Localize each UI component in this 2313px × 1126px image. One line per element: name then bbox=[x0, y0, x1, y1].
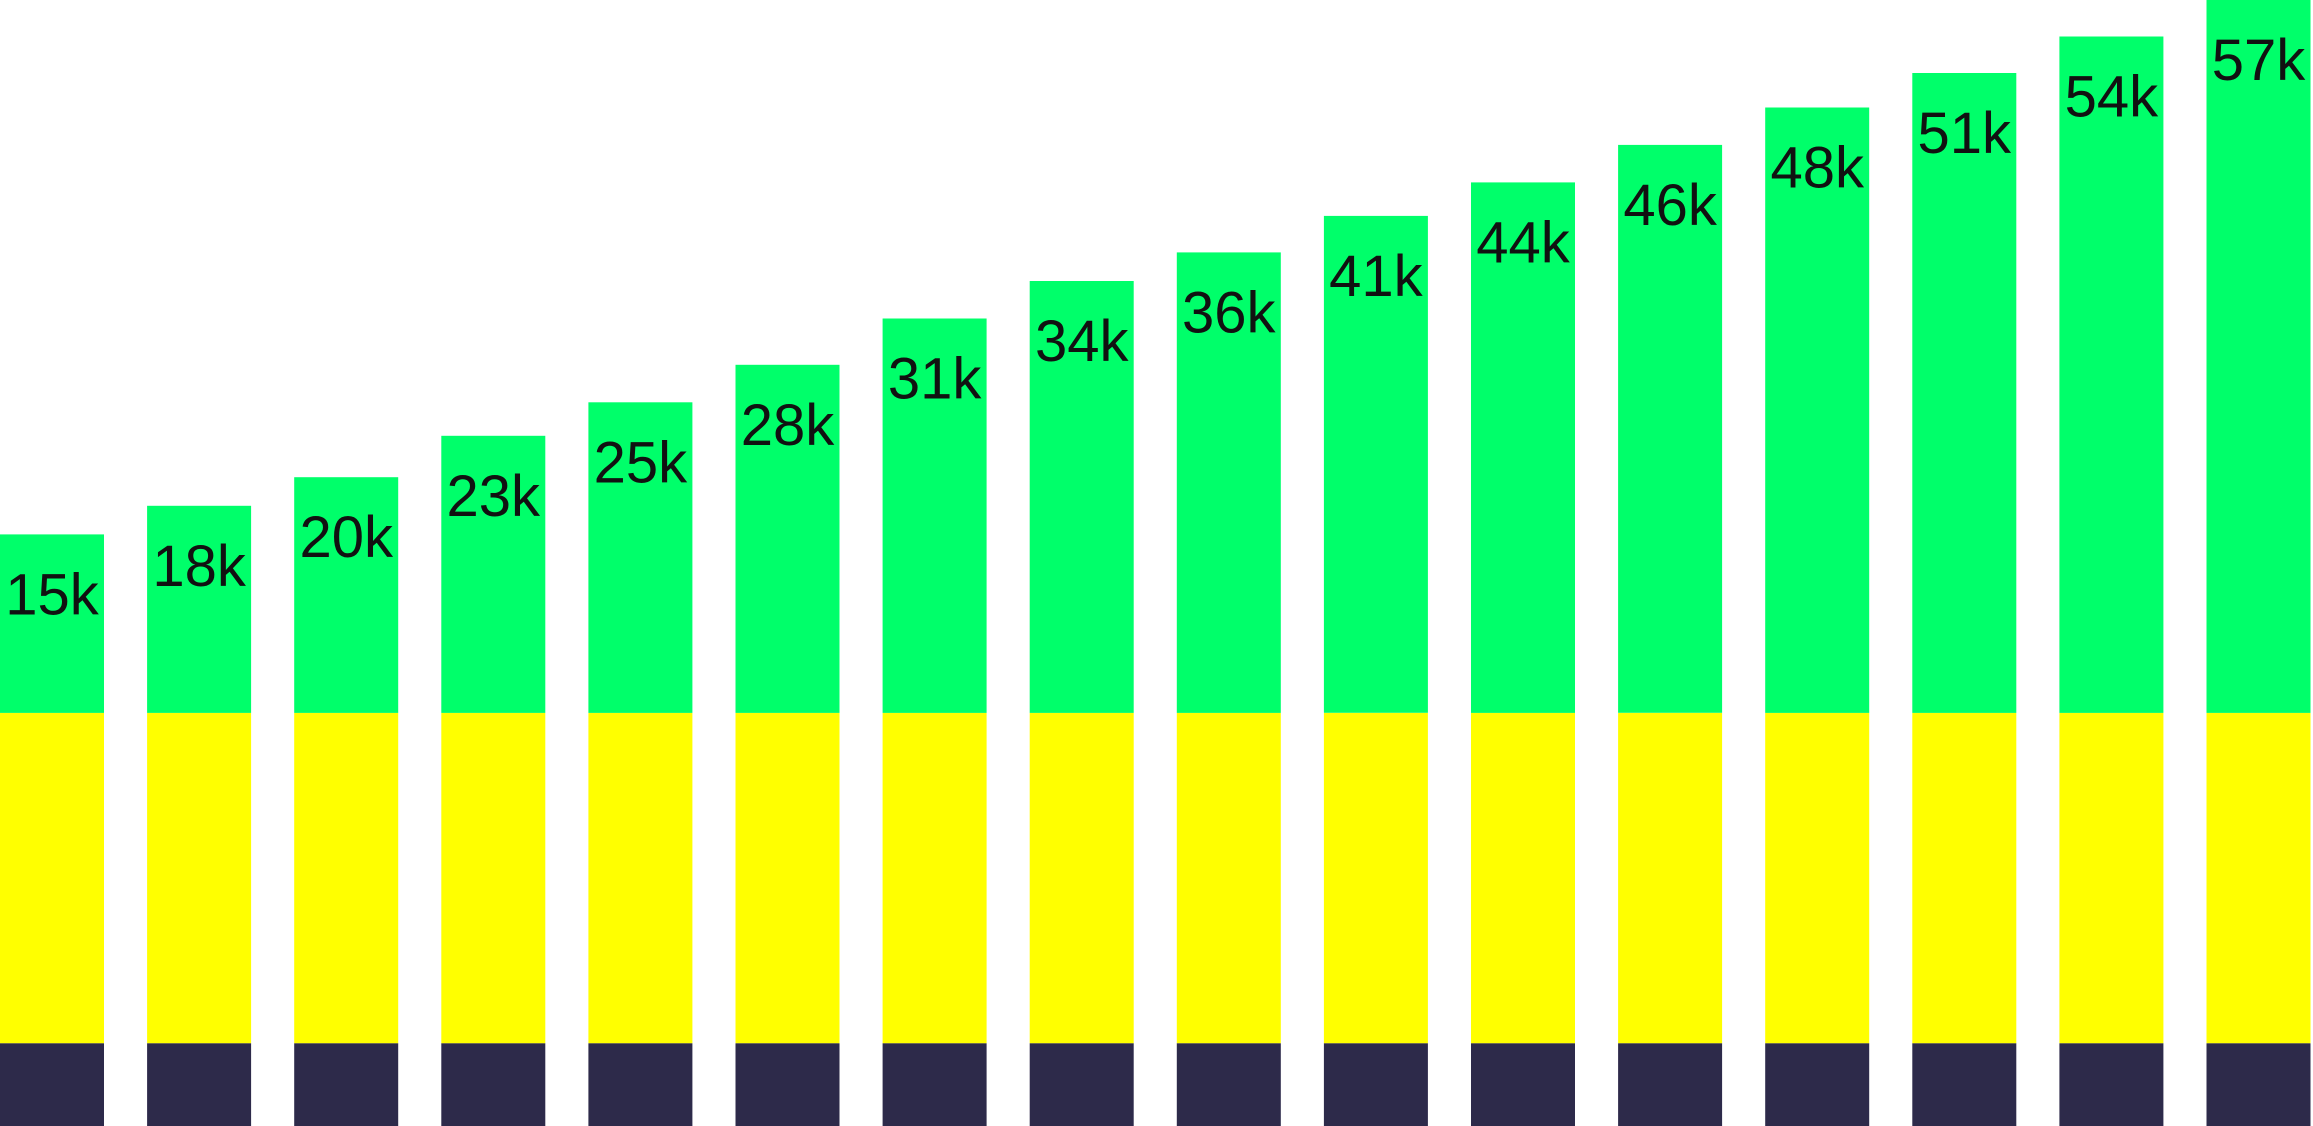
bar-segment-0-9 bbox=[1323, 1043, 1428, 1126]
bar-segment-2-13 bbox=[1912, 73, 2017, 713]
bar-segment-2-1 bbox=[147, 505, 252, 713]
bar-segment-1-0 bbox=[0, 712, 104, 1044]
bar-segment-1-12 bbox=[1765, 712, 1870, 1044]
bar-value-label: 46k bbox=[1623, 173, 1718, 238]
bar-segment-1-1 bbox=[147, 712, 252, 1044]
bar-segment-0-5 bbox=[735, 1043, 840, 1126]
bar-segment-1-11 bbox=[1618, 712, 1723, 1044]
bar-segment-2-2 bbox=[294, 477, 399, 713]
bar-segment-0-7 bbox=[1029, 1043, 1134, 1126]
bar-value-label: 20k bbox=[299, 505, 394, 570]
bar-value-label: 25k bbox=[594, 430, 689, 495]
bar-value-label: 23k bbox=[447, 464, 542, 529]
bar-segment-2-12 bbox=[1765, 107, 1870, 713]
bar-segment-0-11 bbox=[1618, 1043, 1723, 1126]
bar-value-label: 54k bbox=[2065, 65, 2160, 130]
bar-segment-0-10 bbox=[1471, 1043, 1575, 1126]
bar-segment-1-3 bbox=[441, 712, 546, 1044]
bar-segment-2-10 bbox=[1471, 182, 1575, 713]
bar-segment-0-4 bbox=[588, 1043, 693, 1126]
bar-segment-0-6 bbox=[882, 1043, 987, 1126]
bar-value-label: 36k bbox=[1182, 280, 1277, 345]
bar-segment-2-14 bbox=[2059, 36, 2164, 713]
bar-value-label: 18k bbox=[152, 534, 247, 599]
bar-segment-2-3 bbox=[441, 435, 546, 713]
bar-value-label: 57k bbox=[2212, 28, 2307, 93]
bar-segment-0-13 bbox=[1912, 1043, 2017, 1126]
bar-value-label: 15k bbox=[5, 562, 100, 627]
bar-segment-1-5 bbox=[735, 712, 840, 1044]
bar-segment-0-2 bbox=[294, 1043, 399, 1126]
bar-segment-1-2 bbox=[294, 712, 399, 1044]
bar-segment-0-14 bbox=[2059, 1043, 2164, 1126]
bar-segment-2-0 bbox=[0, 534, 104, 713]
bar-value-label: 41k bbox=[1329, 244, 1424, 309]
bar-segment-1-14 bbox=[2059, 712, 2164, 1044]
bar-segment-1-4 bbox=[588, 712, 693, 1044]
bar-segment-2-11 bbox=[1618, 144, 1723, 713]
bar-segment-2-5 bbox=[735, 364, 840, 713]
bar-segment-2-8 bbox=[1176, 252, 1281, 713]
bar-segment-0-12 bbox=[1765, 1043, 1870, 1126]
bar-value-label: 31k bbox=[888, 347, 983, 412]
bar-segment-1-9 bbox=[1323, 712, 1428, 1044]
bar-segment-1-10 bbox=[1471, 712, 1575, 1044]
bar-segment-1-13 bbox=[1912, 712, 2017, 1044]
bar-segment-1-7 bbox=[1029, 712, 1134, 1044]
bar-segment-0-1 bbox=[147, 1043, 252, 1126]
bar-segment-0-8 bbox=[1176, 1043, 1281, 1126]
labels-layer: 15k 18k 20k 23k 25k 28k 31k 34k 36k 41k 44k 46k 48k 5… bbox=[5, 28, 2306, 627]
bar-segment-2-15 bbox=[2206, 0, 2311, 713]
bar-segment-1-6 bbox=[882, 712, 987, 1044]
bar-value-label: 28k bbox=[741, 393, 836, 458]
bar-value-label: 51k bbox=[1918, 101, 2013, 166]
bar-segment-0-15 bbox=[2206, 1043, 2311, 1126]
bar-segment-2-9 bbox=[1323, 215, 1428, 713]
bar-segment-1-15 bbox=[2206, 712, 2311, 1044]
bar-segment-0-3 bbox=[441, 1043, 546, 1126]
bar-value-label: 48k bbox=[1770, 136, 1865, 201]
bar-value-label: 34k bbox=[1035, 309, 1130, 374]
bar-segment-1-8 bbox=[1176, 712, 1281, 1044]
bar-segment-2-7 bbox=[1029, 281, 1134, 713]
bar-value-label: 44k bbox=[1476, 210, 1571, 275]
bar-segment-2-6 bbox=[882, 318, 987, 713]
bar-segment-2-4 bbox=[588, 402, 693, 713]
bar-segment-0-0 bbox=[0, 1043, 104, 1126]
